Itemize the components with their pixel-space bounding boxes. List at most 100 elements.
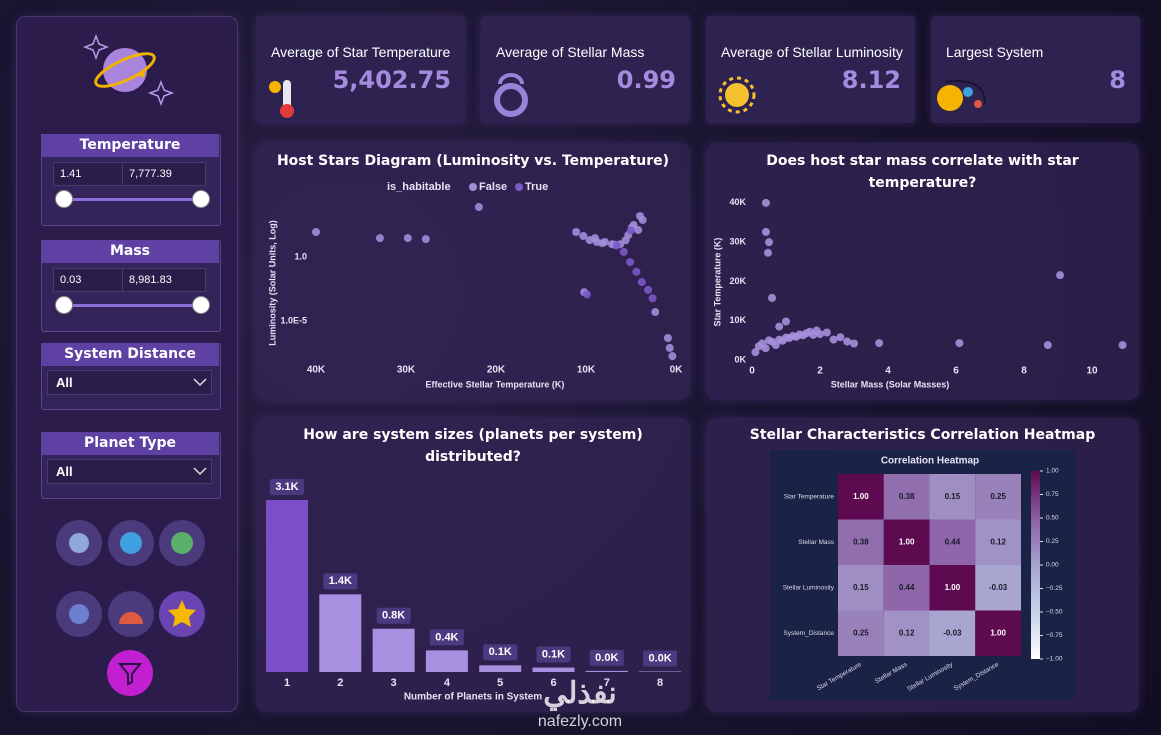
- cell-label: 0.25: [853, 628, 869, 637]
- data-label: 0.1K: [542, 648, 565, 660]
- cell-label: 0.12: [899, 628, 915, 637]
- slider-knob[interactable]: [55, 190, 73, 208]
- point: [765, 238, 773, 247]
- y-tick-label: 10K: [729, 315, 746, 325]
- colorbar-tick-label: 0.00: [1046, 562, 1059, 569]
- heatmap-cell: [838, 610, 884, 656]
- point: [1118, 341, 1127, 350]
- y-axis-label: Star Temperature (K): [712, 238, 722, 327]
- legend-title: is_habitable: [387, 181, 451, 193]
- slider-knob[interactable]: [192, 296, 210, 314]
- heatmap-title: Correlation Heatmap: [881, 456, 979, 467]
- heatmap-cell: [929, 610, 976, 656]
- data-label: 0.1K: [489, 646, 512, 658]
- point: [836, 333, 845, 342]
- dropdown[interactable]: All: [47, 459, 212, 484]
- point: [312, 227, 320, 236]
- slider-knob[interactable]: [55, 296, 73, 314]
- x-tick-label: 6: [550, 677, 556, 689]
- kpi-card: [481, 16, 690, 123]
- legend-label: True: [525, 181, 548, 193]
- x-tick-label: 40K: [307, 365, 326, 376]
- data-label-bg: [376, 607, 411, 624]
- y-tick-label: 20K: [729, 276, 746, 286]
- point: [875, 339, 884, 348]
- heatmap-cell: [883, 610, 930, 656]
- kpi-title: Average of Star Temperature: [271, 44, 451, 60]
- colorbar-tick-label: 0.50: [1046, 515, 1059, 522]
- point: [648, 294, 657, 303]
- range-input[interactable]: 1.41: [53, 162, 123, 186]
- slider-track: [64, 198, 201, 201]
- point: [768, 293, 777, 302]
- filter-title: System Distance: [41, 343, 219, 366]
- slider-track: [64, 304, 201, 307]
- range-input[interactable]: 0.03: [53, 268, 123, 292]
- colorbar-tick-label: −1.00: [1046, 656, 1063, 663]
- legend-swatch: [469, 183, 477, 191]
- x-tick-label: 4: [885, 366, 891, 377]
- dropdown[interactable]: All: [47, 370, 212, 395]
- nav-buttons: [56, 520, 205, 696]
- cell-label: 0.15: [945, 492, 961, 501]
- x-tick-label: 7: [604, 677, 610, 689]
- point: [665, 343, 674, 352]
- x-axis-label: Stellar Mass (Solar Masses): [831, 379, 950, 389]
- point: [421, 235, 430, 244]
- colorbar-tick-label: 0.75: [1046, 491, 1059, 498]
- range-input[interactable]: 8,981.83: [122, 268, 206, 292]
- heatmap-cell: [929, 519, 976, 565]
- range-input[interactable]: 7,777.39: [122, 162, 206, 186]
- x-tick-label: 0: [749, 366, 755, 377]
- kpi-title: Average of Stellar Luminosity: [721, 44, 903, 60]
- x-tick-label: 2: [337, 677, 343, 689]
- logo: [82, 33, 175, 107]
- cell-label: 0.44: [899, 583, 915, 592]
- point: [761, 344, 770, 353]
- kpi-title: Largest System: [946, 44, 1044, 60]
- bar: [639, 671, 682, 672]
- point: [850, 339, 858, 348]
- bar: [585, 670, 628, 672]
- kpi-card: [931, 16, 1140, 123]
- x-tick-label: 8: [657, 677, 663, 689]
- point: [612, 241, 621, 250]
- data-label-bg: [483, 644, 518, 661]
- kpi-icons: [269, 73, 986, 118]
- point: [822, 328, 831, 337]
- data-label: 0.4K: [435, 631, 458, 643]
- point: [1056, 271, 1065, 280]
- y-tick-label: 0K: [734, 354, 746, 364]
- bar: [319, 594, 362, 672]
- slider-knob[interactable]: [192, 190, 210, 208]
- point: [651, 308, 660, 317]
- heatmap-cell: [975, 519, 1021, 565]
- point: [403, 234, 412, 243]
- x-tick-label: 10K: [577, 365, 596, 376]
- x-axis-label: Effective Stellar Temperature (K): [426, 379, 565, 389]
- chart-title: How are system sizes (planets per system…: [303, 427, 643, 465]
- legend-swatch: [515, 183, 523, 191]
- y-tick-label: System_Distance: [783, 630, 834, 637]
- data-label: 1.4K: [329, 575, 352, 587]
- point: [627, 226, 635, 235]
- watermark: نفذلي: [543, 677, 616, 711]
- heatmap-cell: [883, 519, 930, 565]
- cell-label: 1.00: [853, 492, 869, 501]
- bar: [479, 665, 522, 672]
- y-axis-label: Luminosity (Solar Units, Log): [267, 220, 277, 346]
- x-tick-label: 4: [444, 677, 451, 689]
- filter-title: Temperature: [41, 134, 219, 157]
- cell-label: 1.00: [990, 628, 1006, 637]
- x-tick-label: 1: [284, 677, 290, 689]
- point: [637, 278, 646, 287]
- heatmap-cell: [883, 565, 930, 611]
- filter-button[interactable]: [107, 650, 153, 696]
- point: [843, 337, 852, 346]
- heatmap-cell: [929, 565, 976, 611]
- cell-label: 1.00: [945, 583, 961, 592]
- colorbar-tick-label: −0.25: [1046, 585, 1063, 592]
- point: [782, 317, 790, 326]
- colorbar-tick-label: −0.50: [1046, 609, 1063, 616]
- heatmap-cell: [883, 474, 930, 520]
